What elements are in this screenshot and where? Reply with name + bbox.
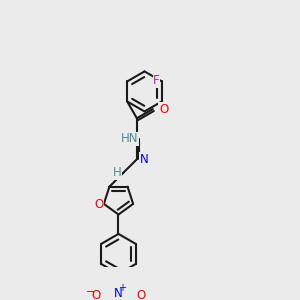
Text: O: O	[136, 289, 146, 300]
Text: −: −	[86, 287, 95, 297]
Text: +: +	[118, 284, 126, 293]
Text: O: O	[94, 198, 104, 211]
Text: HN: HN	[120, 132, 138, 145]
Text: F: F	[153, 74, 160, 87]
Text: O: O	[91, 289, 101, 300]
Text: N: N	[114, 287, 123, 300]
Text: O: O	[159, 103, 168, 116]
Text: N: N	[140, 153, 148, 166]
Text: H: H	[112, 167, 122, 179]
